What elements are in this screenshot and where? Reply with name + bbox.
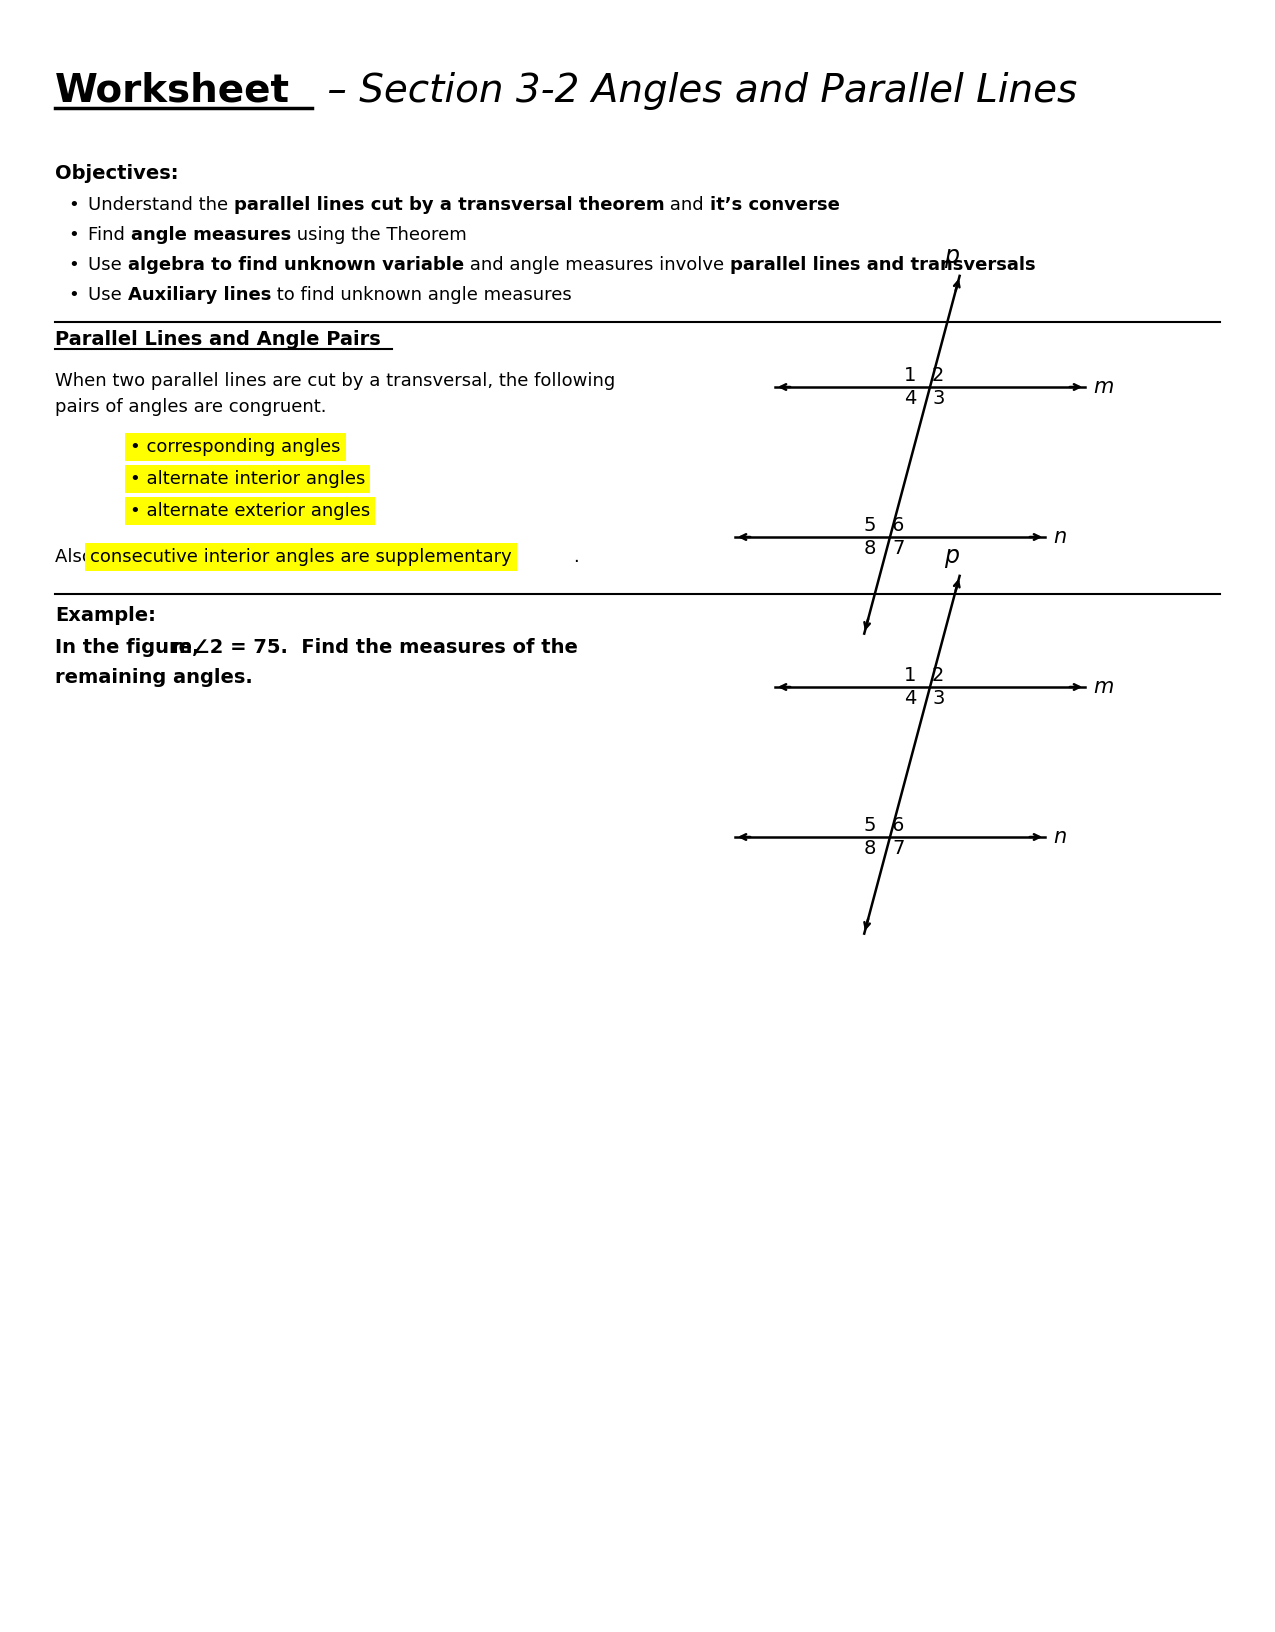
Text: • alternate interior angles: • alternate interior angles bbox=[130, 470, 366, 488]
Text: and angle measures involve: and angle measures involve bbox=[464, 256, 729, 274]
Text: p: p bbox=[944, 243, 959, 268]
Text: parallel lines cut by a transversal theorem: parallel lines cut by a transversal theo… bbox=[233, 196, 664, 214]
Text: algebra to find unknown variable: algebra to find unknown variable bbox=[128, 256, 464, 274]
Text: angle measures: angle measures bbox=[130, 225, 291, 245]
Text: •: • bbox=[68, 256, 79, 274]
Text: 6: 6 bbox=[892, 516, 904, 535]
Text: •: • bbox=[68, 286, 79, 304]
Text: 4: 4 bbox=[904, 388, 915, 408]
Text: m: m bbox=[1093, 677, 1113, 697]
Text: m∠2 = 75.  Find the measures of the: m∠2 = 75. Find the measures of the bbox=[172, 638, 578, 658]
Text: 3: 3 bbox=[932, 689, 945, 708]
Text: Understand the: Understand the bbox=[88, 196, 233, 214]
Text: to find unknown angle measures: to find unknown angle measures bbox=[270, 286, 571, 304]
Text: In the figure,: In the figure, bbox=[55, 638, 207, 658]
Text: 5: 5 bbox=[863, 516, 876, 535]
Text: m: m bbox=[1093, 377, 1113, 397]
Text: p: p bbox=[944, 543, 959, 568]
Text: 2: 2 bbox=[932, 666, 945, 685]
Text: 4: 4 bbox=[904, 689, 915, 708]
Text: pairs of angles are congruent.: pairs of angles are congruent. bbox=[55, 398, 326, 416]
Text: remaining angles.: remaining angles. bbox=[55, 667, 252, 687]
Text: – Section 3-2 Angles and Parallel Lines: – Section 3-2 Angles and Parallel Lines bbox=[315, 72, 1077, 109]
Text: n: n bbox=[1053, 527, 1066, 547]
Text: 6: 6 bbox=[892, 816, 904, 836]
Text: .: . bbox=[572, 548, 579, 566]
Text: 5: 5 bbox=[863, 816, 876, 836]
Text: Find: Find bbox=[88, 225, 130, 245]
Text: Use: Use bbox=[88, 256, 128, 274]
Text: 8: 8 bbox=[863, 539, 876, 558]
Text: 7: 7 bbox=[892, 539, 904, 558]
Text: parallel lines and transversals: parallel lines and transversals bbox=[729, 256, 1035, 274]
Text: 1: 1 bbox=[904, 666, 915, 685]
Text: it’s converse: it’s converse bbox=[710, 196, 840, 214]
Text: n: n bbox=[1053, 827, 1066, 847]
Text: Auxiliary lines: Auxiliary lines bbox=[128, 286, 270, 304]
Text: • corresponding angles: • corresponding angles bbox=[130, 437, 340, 455]
Text: using the Theorem: using the Theorem bbox=[291, 225, 467, 245]
Text: and: and bbox=[664, 196, 710, 214]
Text: •: • bbox=[68, 225, 79, 245]
Text: 7: 7 bbox=[892, 839, 904, 858]
Text: 8: 8 bbox=[863, 839, 876, 858]
Text: consecutive interior angles are supplementary: consecutive interior angles are suppleme… bbox=[91, 548, 511, 566]
Text: Parallel Lines and Angle Pairs: Parallel Lines and Angle Pairs bbox=[55, 330, 381, 349]
Text: 2: 2 bbox=[932, 366, 945, 385]
Text: 1: 1 bbox=[904, 366, 915, 385]
Text: 3: 3 bbox=[932, 388, 945, 408]
Text: •: • bbox=[68, 196, 79, 214]
Text: Use: Use bbox=[88, 286, 128, 304]
Text: Worksheet: Worksheet bbox=[55, 72, 289, 109]
Text: Also,: Also, bbox=[55, 548, 105, 566]
Text: • alternate exterior angles: • alternate exterior angles bbox=[130, 503, 370, 521]
Text: When two parallel lines are cut by a transversal, the following: When two parallel lines are cut by a tra… bbox=[55, 372, 616, 390]
Text: Example:: Example: bbox=[55, 605, 156, 625]
Text: Objectives:: Objectives: bbox=[55, 163, 179, 183]
